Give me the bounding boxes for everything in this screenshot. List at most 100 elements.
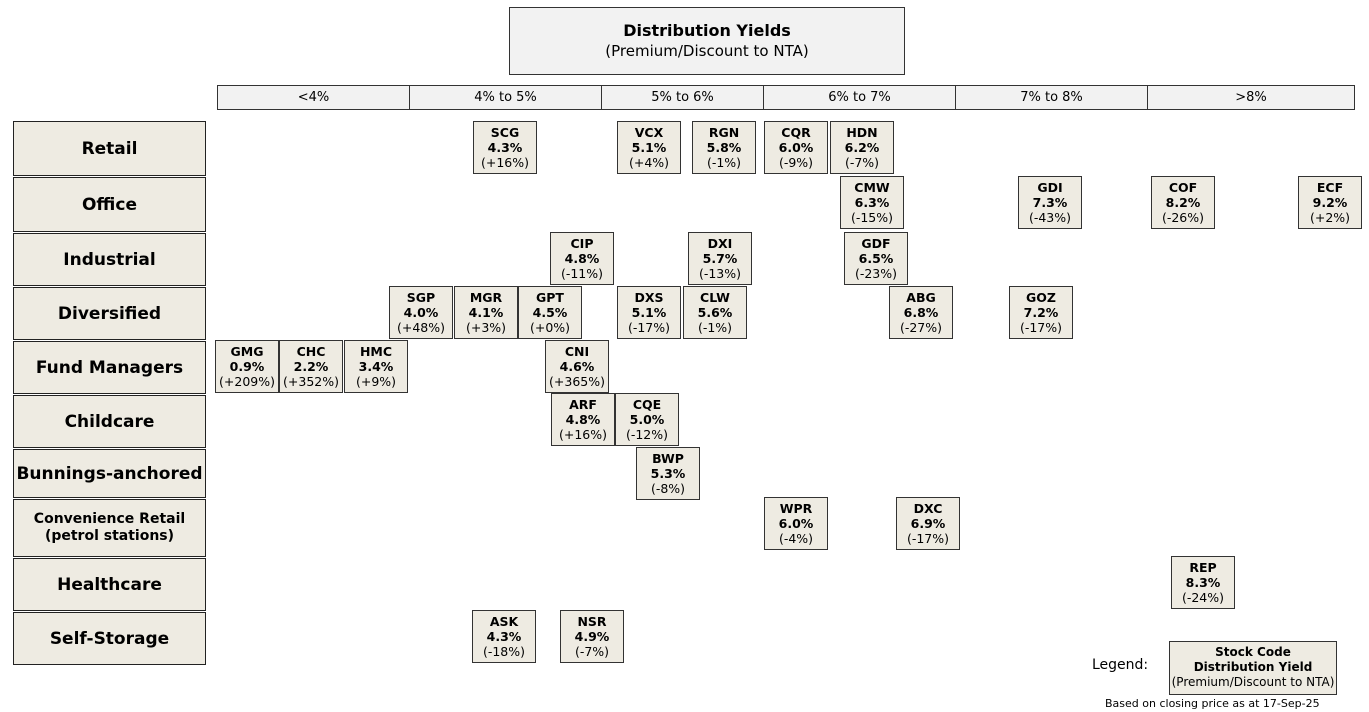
premium-discount: (-8%) — [650, 481, 686, 496]
stock-code: CQR — [781, 125, 811, 140]
stock-code: GPT — [536, 290, 564, 305]
distribution-yield: 0.9% — [229, 359, 265, 374]
stock-code: MGR — [469, 290, 503, 305]
sector-label: Diversified — [13, 287, 206, 340]
distribution-yield: 5.6% — [697, 305, 733, 320]
stock-tile: ABG 6.8% (-27%) — [889, 286, 953, 339]
distribution-yield: 4.5% — [532, 305, 568, 320]
stock-code: REP — [1189, 560, 1217, 575]
stock-code: WPR — [779, 501, 813, 516]
column-header: 6% to 7% — [763, 85, 956, 110]
distribution-yield: 6.8% — [903, 305, 939, 320]
sector-label: Childcare — [13, 395, 206, 448]
stock-tile: SGP 4.0% (+48%) — [389, 286, 453, 339]
stock-code: ABG — [906, 290, 936, 305]
premium-discount: (-7%) — [574, 644, 610, 659]
premium-discount: (-17%) — [906, 531, 950, 546]
legend-yield: Distribution Yield — [1193, 660, 1313, 674]
stock-code: SGP — [406, 290, 436, 305]
stock-code: CNI — [564, 344, 590, 359]
premium-discount: (-11%) — [560, 266, 604, 281]
distribution-yield: 6.5% — [858, 251, 894, 266]
stock-code: GDI — [1037, 180, 1063, 195]
stock-tile: HMC 3.4% (+9%) — [344, 340, 408, 393]
distribution-yield: 7.3% — [1032, 195, 1068, 210]
stock-tile: CHC 2.2% (+352%) — [279, 340, 343, 393]
stock-tile: CLW 5.6% (-1%) — [683, 286, 747, 339]
premium-discount: (+352%) — [283, 374, 339, 389]
stock-code: CMW — [854, 180, 890, 195]
stock-code: COF — [1168, 180, 1198, 195]
legend-box: Stock Code Distribution Yield (Premium/D… — [1169, 641, 1337, 695]
stock-code: GMG — [230, 344, 264, 359]
premium-discount: (+2%) — [1309, 210, 1351, 225]
premium-discount: (-4%) — [778, 531, 814, 546]
distribution-yield: 5.8% — [706, 140, 742, 155]
stock-code: GDF — [861, 236, 891, 251]
distribution-yield: 6.9% — [910, 516, 946, 531]
stock-code: DXC — [913, 501, 943, 516]
distribution-yield: 9.2% — [1312, 195, 1348, 210]
sector-label: Self-Storage — [13, 612, 206, 665]
stock-code: ARF — [569, 397, 597, 412]
distribution-yield: 4.3% — [486, 629, 522, 644]
stock-tile: SCG 4.3% (+16%) — [473, 121, 537, 174]
column-header: 5% to 6% — [601, 85, 764, 110]
title-box: Distribution Yields (Premium/Discount to… — [509, 7, 905, 75]
legend-label: Legend: — [1092, 657, 1149, 673]
subtitle: (Premium/Discount to NTA) — [605, 42, 809, 60]
premium-discount: (+16%) — [558, 427, 607, 442]
distribution-yield: 4.0% — [403, 305, 439, 320]
stock-tile: DXC 6.9% (-17%) — [896, 497, 960, 550]
premium-discount: (+209%) — [219, 374, 275, 389]
stock-tile: CQE 5.0% (-12%) — [615, 393, 679, 446]
distribution-yield: 5.0% — [629, 412, 665, 427]
premium-discount: (+4%) — [628, 155, 670, 170]
stock-tile: COF 8.2% (-26%) — [1151, 176, 1215, 229]
distribution-yield: 6.2% — [844, 140, 880, 155]
stock-tile: BWP 5.3% (-8%) — [636, 447, 700, 500]
distribution-yield: 4.3% — [487, 140, 523, 155]
stock-tile: GDF 6.5% (-23%) — [844, 232, 908, 285]
stock-code: GOZ — [1026, 290, 1056, 305]
stock-tile: HDN 6.2% (-7%) — [830, 121, 894, 174]
distribution-yield: 4.9% — [574, 629, 610, 644]
premium-discount: (+9%) — [355, 374, 397, 389]
premium-discount: (-17%) — [1019, 320, 1063, 335]
premium-discount: (-23%) — [854, 266, 898, 281]
sector-label: Healthcare — [13, 558, 206, 611]
stock-tile: REP 8.3% (-24%) — [1171, 556, 1235, 609]
premium-discount: (-1%) — [697, 320, 733, 335]
premium-discount: (-26%) — [1161, 210, 1205, 225]
premium-discount: (-13%) — [698, 266, 742, 281]
premium-discount: (-27%) — [899, 320, 943, 335]
sector-label: Office — [13, 177, 206, 232]
stock-tile: ECF 9.2% (+2%) — [1298, 176, 1362, 229]
stock-tile: VCX 5.1% (+4%) — [617, 121, 681, 174]
stock-tile: NSR 4.9% (-7%) — [560, 610, 624, 663]
stock-tile: ASK 4.3% (-18%) — [472, 610, 536, 663]
premium-discount: (+48%) — [396, 320, 445, 335]
distribution-yield: 4.6% — [559, 359, 595, 374]
premium-discount: (+0%) — [529, 320, 571, 335]
premium-discount: (+3%) — [465, 320, 507, 335]
distribution-yield: 5.3% — [650, 466, 686, 481]
stock-code: VCX — [634, 125, 664, 140]
stock-code: CLW — [700, 290, 730, 305]
stock-tile: ARF 4.8% (+16%) — [551, 393, 615, 446]
premium-discount: (-7%) — [844, 155, 880, 170]
premium-discount: (-24%) — [1181, 590, 1225, 605]
premium-discount: (-15%) — [850, 210, 894, 225]
distribution-yield: 4.8% — [564, 251, 600, 266]
price-date-note: Based on closing price as at 17-Sep-25 — [1105, 697, 1320, 710]
stock-code: ASK — [489, 614, 519, 629]
stock-tile: GOZ 7.2% (-17%) — [1009, 286, 1073, 339]
premium-discount: (+16%) — [480, 155, 529, 170]
column-header: <4% — [217, 85, 410, 110]
stock-tile: GMG 0.9% (+209%) — [215, 340, 279, 393]
premium-discount: (+365%) — [549, 374, 605, 389]
distribution-yield: 5.1% — [631, 140, 667, 155]
stock-code: BWP — [652, 451, 684, 466]
premium-discount: (-43%) — [1028, 210, 1072, 225]
sector-label: Bunnings-anchored — [13, 449, 206, 498]
